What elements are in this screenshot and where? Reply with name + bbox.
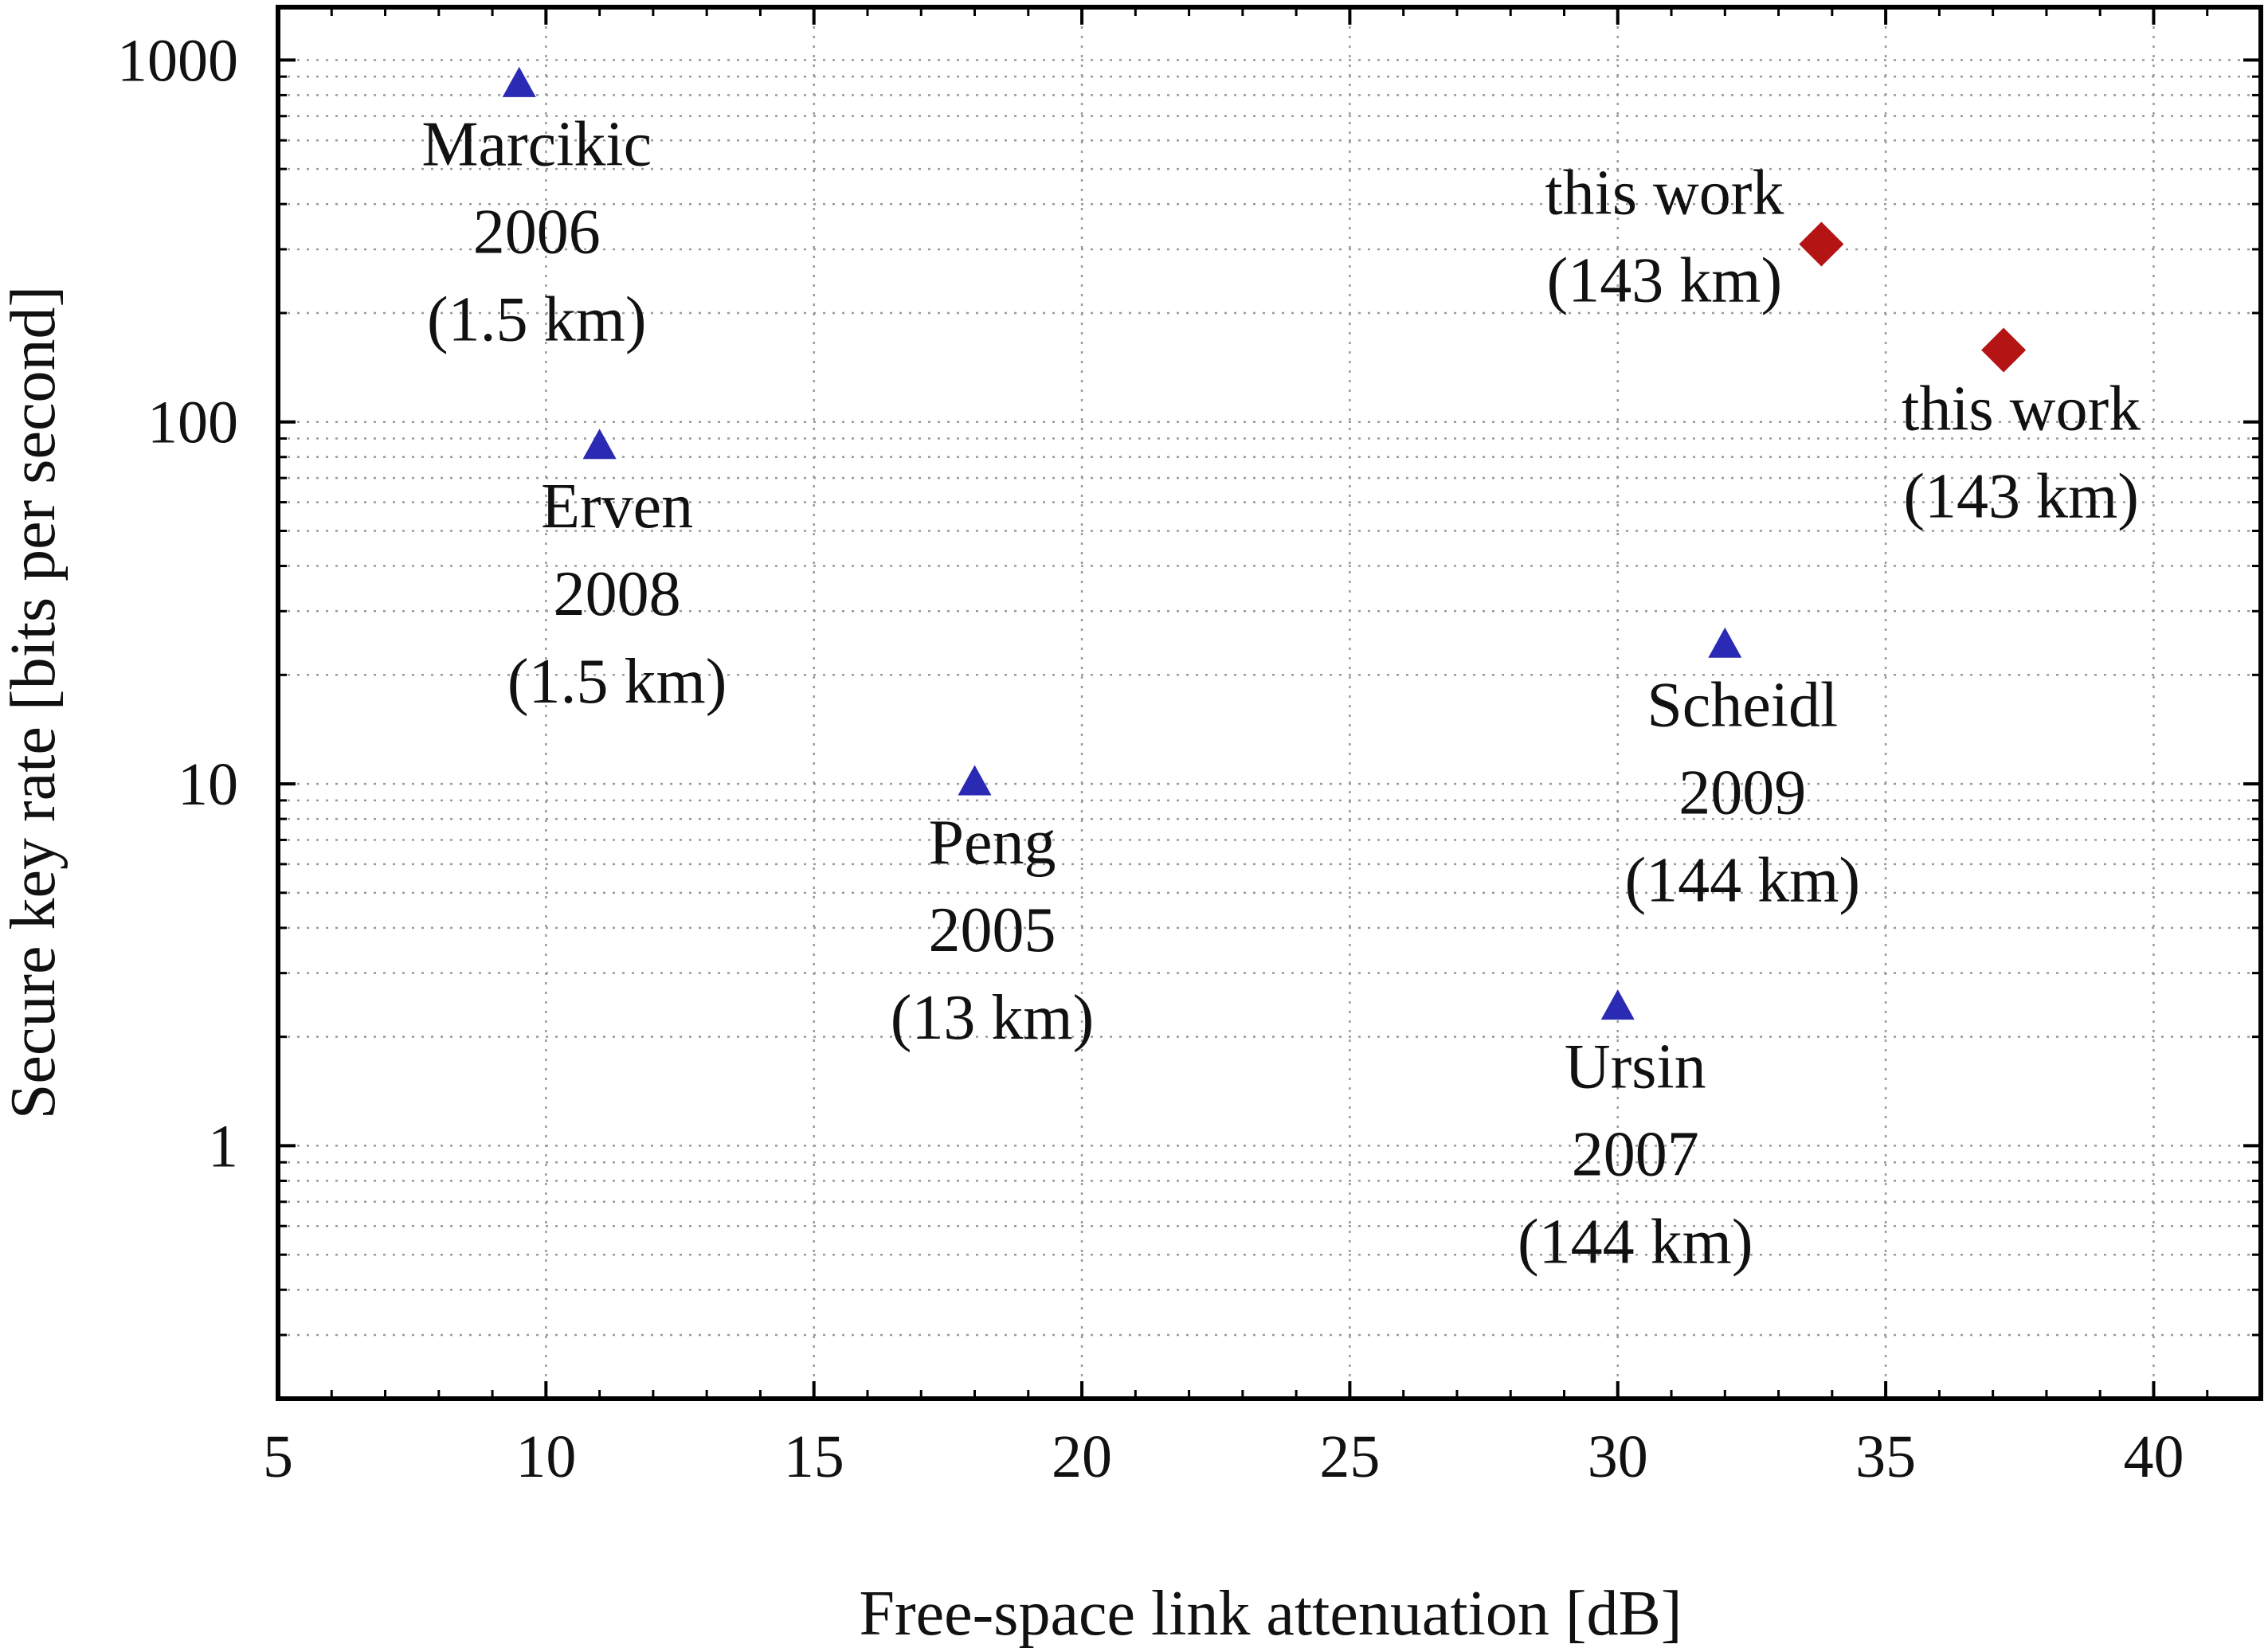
data-point-triangle xyxy=(582,429,617,460)
point-annotations: Marcikic 2006 (1.5 km) Erven 2008 (1.5 km) Pen… xyxy=(421,109,2141,1277)
x-tick-label: 40 xyxy=(2123,1423,2184,1490)
point-annotation-line: 2007 xyxy=(1572,1120,1699,1190)
data-point-triangle xyxy=(1600,989,1635,1020)
point-annotation-line: Ursin xyxy=(1565,1032,1706,1102)
point-annotation-line: (1.5 km) xyxy=(427,284,647,354)
data-markers xyxy=(502,66,2027,1020)
point-annotation-line: Scheidl xyxy=(1647,670,1838,740)
data-point-triangle xyxy=(1708,627,1742,658)
point-annotation-line: Marcikic xyxy=(421,109,652,179)
point-annotation-line: (143 km) xyxy=(1547,245,1783,315)
point-annotation-line: 2005 xyxy=(929,895,1056,965)
y-tick-label: 1 xyxy=(208,1113,238,1180)
point-annotation-line: Erven xyxy=(541,472,693,542)
x-tick-label: 25 xyxy=(1319,1423,1380,1490)
x-tick-label: 30 xyxy=(1588,1423,1648,1490)
point-annotation-line: (13 km) xyxy=(891,983,1095,1053)
x-tick-label: 5 xyxy=(263,1423,293,1490)
x-tick-label: 35 xyxy=(1855,1423,1916,1490)
x-tick-label: 15 xyxy=(784,1423,844,1490)
point-annotation-line: (143 km) xyxy=(1903,461,2139,531)
point-annotation-line: (144 km) xyxy=(1518,1208,1753,1278)
tick-labels: 5 10 15 20 25 30 35 40 1 10 100 1000 xyxy=(117,27,2184,1490)
data-point-triangle xyxy=(958,765,992,796)
point-annotation-line: 2006 xyxy=(473,197,601,267)
point-annotation-line: 2009 xyxy=(1678,757,1806,828)
y-tick-label: 100 xyxy=(147,390,238,456)
point-annotation-line: (144 km) xyxy=(1625,845,1861,915)
x-axis-title: Free-space link attenuation [dB] xyxy=(860,1579,1682,1649)
point-annotation-line: (1.5 km) xyxy=(507,647,727,717)
plot-frame xyxy=(276,5,2263,1401)
y-axis-title: Secure key rate [bits per second] xyxy=(0,286,69,1119)
point-annotation-line: 2008 xyxy=(554,559,681,629)
point-annotation-line: this work xyxy=(1902,374,2141,444)
y-tick-label: 10 xyxy=(178,751,238,818)
data-point-diamond xyxy=(1799,221,1844,267)
x-tick-label: 10 xyxy=(515,1423,576,1490)
x-tick-label: 20 xyxy=(1052,1423,1112,1490)
data-point-triangle xyxy=(502,66,536,97)
point-annotation-line: this work xyxy=(1545,158,1784,228)
point-annotation-line: Peng xyxy=(929,808,1056,878)
data-point-diamond xyxy=(1981,327,2027,373)
y-tick-label: 1000 xyxy=(117,27,238,94)
